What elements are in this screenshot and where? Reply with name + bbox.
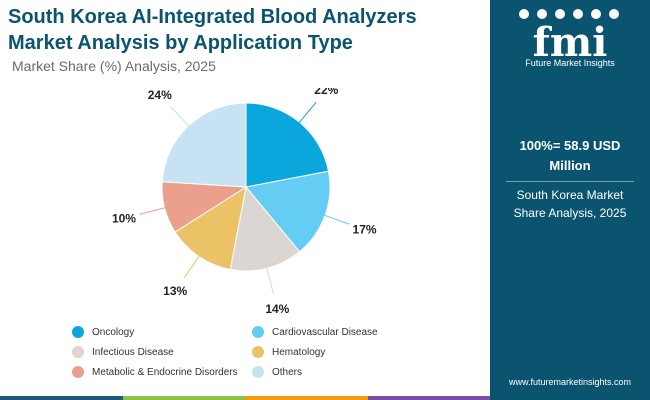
legend-swatch: [252, 346, 264, 358]
legend-item: Others: [252, 366, 302, 378]
bottom-bar-segment: [245, 396, 368, 400]
pie-leader-line: [170, 106, 193, 131]
legend-label: Infectious Disease: [92, 346, 174, 358]
pie-leader-line: [319, 212, 350, 225]
legend-label: Cardiovascular Disease: [272, 326, 378, 338]
market-total-line2: Million: [549, 158, 591, 173]
region-caption-line2: Share Analysis, 2025: [513, 206, 627, 220]
legend-swatch: [252, 366, 264, 378]
region-caption-line1: South Korea Market: [516, 188, 624, 202]
legend-label: Hematology: [272, 346, 326, 358]
legend-item: Oncology: [72, 326, 134, 338]
bottom-bar-segment: [0, 396, 123, 400]
logo-dot-icon: [555, 9, 565, 19]
chart-title: South Korea AI-Integrated Blood Analyzer…: [8, 4, 488, 56]
pie-leader-line: [183, 251, 203, 279]
brand-name: Future Market Insights: [525, 58, 615, 68]
logo-icons: [519, 9, 619, 19]
pie-leader-line: [264, 262, 274, 294]
pie-data-label: 10%: [112, 211, 136, 225]
legend-item: Infectious Disease: [72, 346, 174, 358]
logo-dot-icon: [609, 9, 619, 19]
chart-title-line1: South Korea AI-Integrated Blood Analyzer…: [8, 6, 417, 28]
sidebar-divider: [506, 181, 634, 182]
logo-dot-icon: [591, 9, 601, 19]
legend-label: Metabolic & Endocrine Disorders: [92, 366, 238, 378]
legend-item: Hematology: [252, 346, 325, 358]
website-link[interactable]: www.futuremarketinsights.com: [508, 377, 632, 387]
fmi-logo: fmi: [519, 9, 619, 66]
bottom-bar-segment: [367, 396, 490, 400]
logo-dot-icon: [537, 9, 547, 19]
market-total: 100%= 58.9 USD Million: [490, 136, 650, 176]
pie-slice-others: [161, 102, 247, 188]
legend-swatch: [72, 366, 84, 378]
logo-dot-icon: [573, 9, 583, 19]
legend-swatch: [72, 326, 84, 338]
legend-item: Cardiovascular Disease: [252, 326, 378, 338]
legend-label: Oncology: [92, 326, 135, 338]
legend-swatch: [252, 326, 264, 338]
pie-leader-line: [139, 205, 171, 215]
logo-wordmark: fmi: [533, 19, 608, 66]
pie-leader-line: [295, 101, 317, 128]
pie-data-label: 24%: [148, 88, 172, 102]
pie-data-label: 17%: [353, 223, 377, 237]
pie-data-label: 13%: [163, 284, 187, 298]
logo-dot-icon: [519, 9, 529, 19]
bottom-color-bar: [0, 396, 490, 400]
pie-chart: 22% 17% 14% 13% 10% 24%: [112, 88, 377, 316]
market-total-line1: 100%= 58.9 USD: [519, 138, 621, 153]
legend-swatch: [72, 346, 84, 358]
sidebar: fmi Future Market Insights 100%= 58.9 US…: [490, 0, 650, 400]
pie-data-label: 14%: [265, 302, 289, 316]
legend-item: Metabolic & Endocrine Disorders: [72, 366, 238, 378]
main-panel: South Korea AI-Integrated Blood Analyzer…: [0, 4, 490, 400]
bottom-bar-segment: [122, 396, 245, 400]
chart-title-line2: Market Analysis by Application Type: [8, 32, 353, 54]
legend-label: Others: [272, 366, 303, 378]
pie-data-label: 22%: [314, 88, 338, 97]
region-caption: South Korea Market Share Analysis, 2025: [490, 186, 650, 222]
chart-subtitle: Market Share (%) Analysis, 2025: [12, 58, 216, 74]
